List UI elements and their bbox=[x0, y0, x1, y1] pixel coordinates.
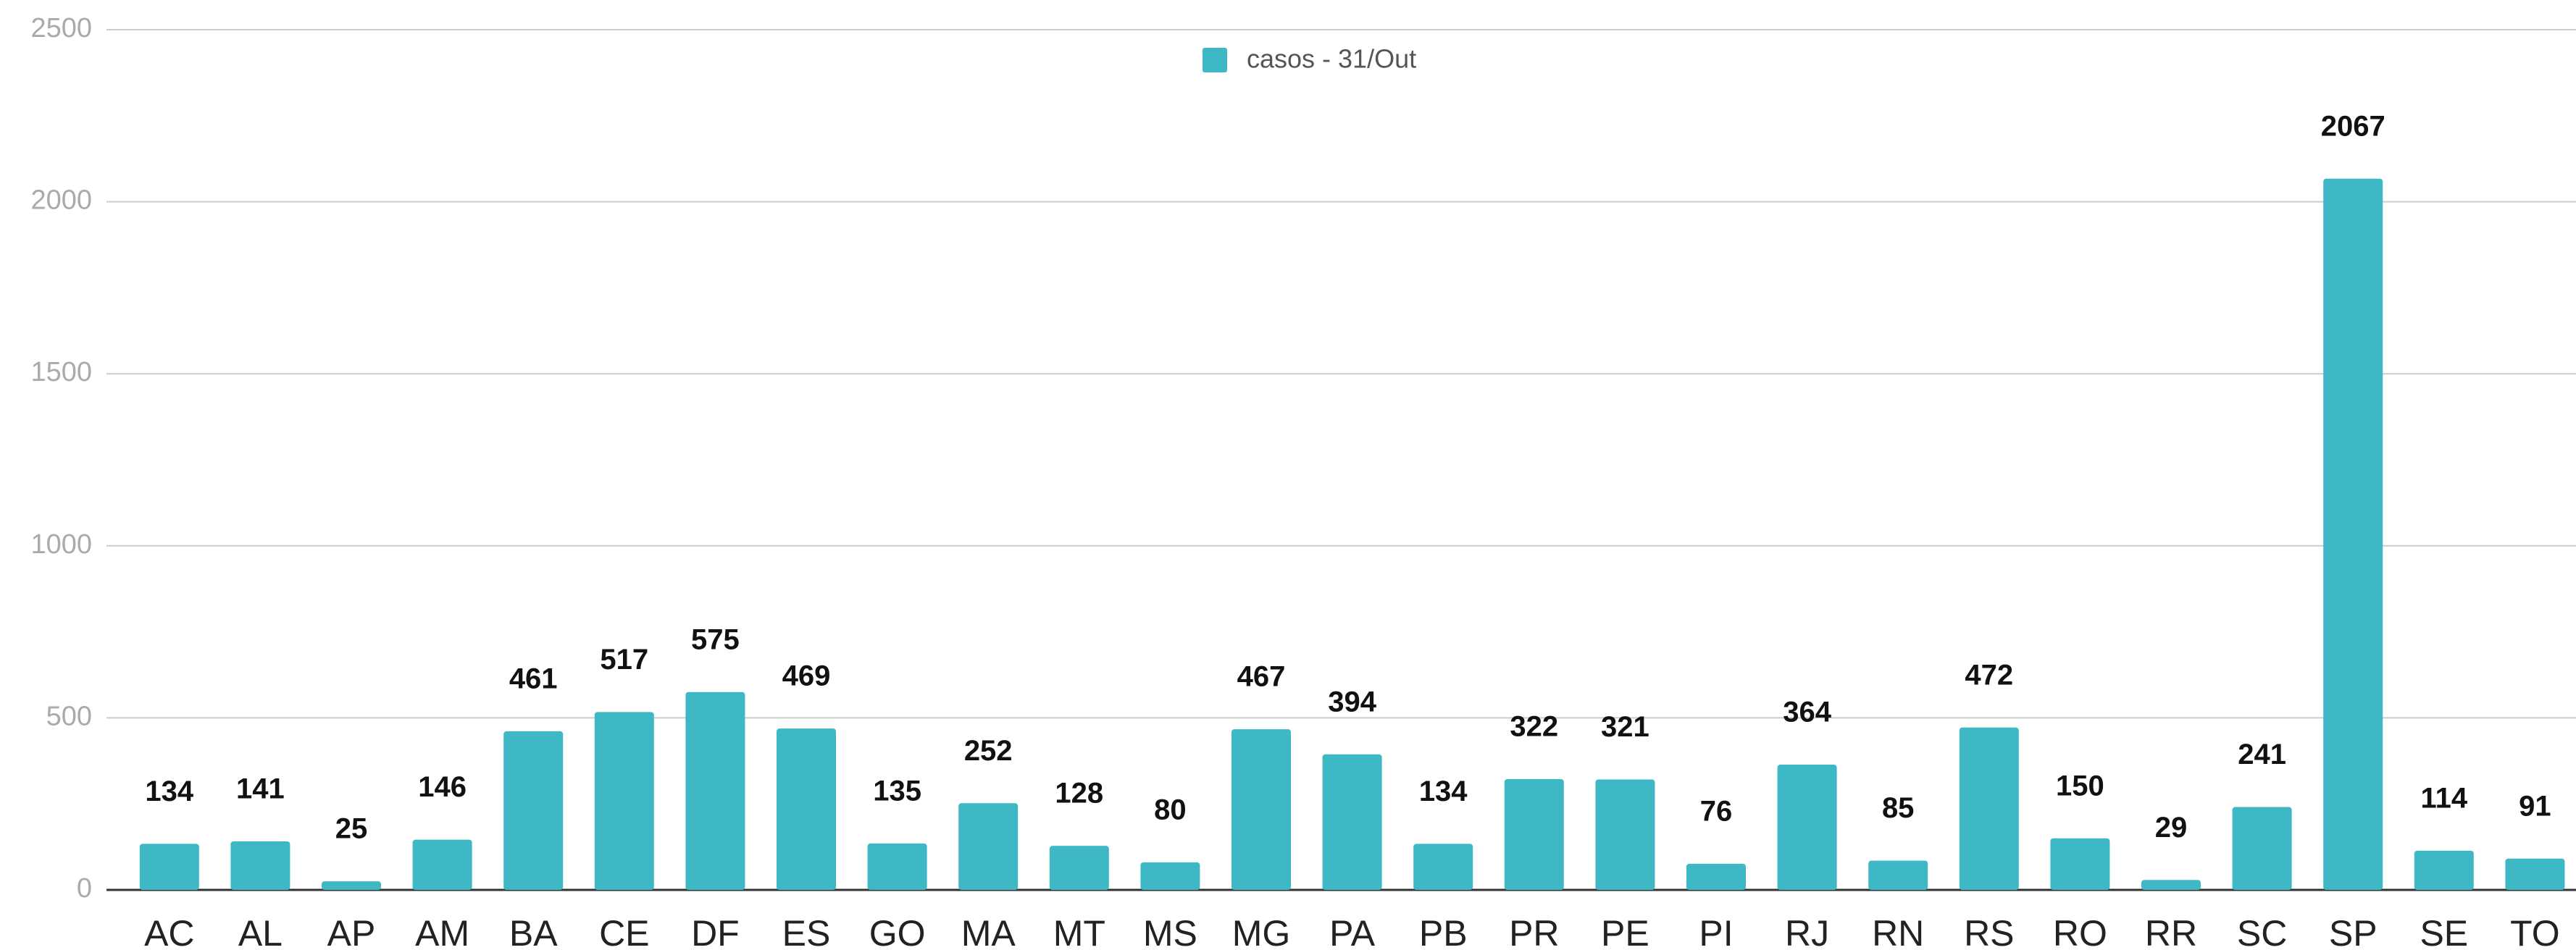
value-label: 575 bbox=[691, 623, 740, 655]
bar bbox=[1231, 729, 1291, 890]
bar bbox=[1322, 754, 1382, 890]
x-tick-label: RO bbox=[2053, 913, 2107, 950]
bar bbox=[685, 692, 745, 890]
value-label: 241 bbox=[2238, 739, 2286, 770]
x-tick-label: ES bbox=[782, 913, 831, 950]
value-label: 91 bbox=[2519, 790, 2551, 822]
value-label: 2067 bbox=[2321, 110, 2385, 142]
value-label: 114 bbox=[2421, 782, 2468, 814]
bar bbox=[1868, 860, 1928, 890]
bar bbox=[1686, 863, 1746, 890]
value-label: 76 bbox=[1700, 795, 1733, 827]
x-tick-label: AM bbox=[415, 913, 469, 950]
value-label: 25 bbox=[335, 813, 368, 845]
bar bbox=[1777, 765, 1837, 890]
value-label: 472 bbox=[1965, 659, 2013, 691]
value-label: 467 bbox=[1237, 661, 1286, 693]
value-label: 134 bbox=[145, 775, 193, 807]
y-tick-label: 0 bbox=[77, 873, 92, 904]
x-tick-label: PI bbox=[1699, 913, 1733, 950]
x-tick-label: MG bbox=[1232, 913, 1291, 950]
value-label: 517 bbox=[600, 644, 648, 676]
bar bbox=[2414, 850, 2474, 890]
x-tick-label: AC bbox=[144, 913, 194, 950]
bar bbox=[1049, 846, 1109, 890]
value-label: 128 bbox=[1055, 778, 1103, 810]
value-label: 321 bbox=[1601, 711, 1649, 743]
y-tick-label: 1000 bbox=[30, 529, 92, 560]
bar bbox=[867, 843, 927, 890]
x-tick-label: PA bbox=[1329, 913, 1376, 950]
x-tick-label: PR bbox=[1509, 913, 1559, 950]
x-tick-label: BA bbox=[509, 913, 558, 950]
bar bbox=[1413, 844, 1473, 890]
x-tick-label: PE bbox=[1601, 913, 1649, 950]
x-tick-label: RS bbox=[1964, 913, 2014, 950]
bar bbox=[2323, 178, 2383, 890]
bar bbox=[412, 839, 472, 890]
value-label: 150 bbox=[2056, 770, 2104, 802]
value-label: 364 bbox=[1783, 697, 1831, 728]
x-tick-label: RN bbox=[1872, 913, 1924, 950]
x-tick-label: AL bbox=[238, 913, 283, 950]
y-tick-label: 1500 bbox=[30, 357, 92, 387]
bar bbox=[1140, 862, 1200, 890]
bar bbox=[1595, 779, 1655, 890]
bar bbox=[1504, 778, 1564, 890]
x-tick-label: RR bbox=[2145, 913, 2197, 950]
value-label: 252 bbox=[964, 735, 1013, 767]
bar bbox=[2505, 858, 2565, 890]
y-tick-label: 2000 bbox=[30, 185, 92, 216]
bar bbox=[322, 881, 381, 890]
x-tick-label: SC bbox=[2237, 913, 2287, 950]
x-tick-label: RJ bbox=[1785, 913, 1829, 950]
x-tick-label: MT bbox=[1053, 913, 1105, 950]
bar bbox=[139, 844, 199, 890]
value-label: 322 bbox=[1510, 711, 1558, 743]
bar bbox=[2232, 807, 2292, 890]
x-tick-label: MA bbox=[961, 913, 1016, 950]
value-label: 29 bbox=[2155, 812, 2188, 844]
x-tick-label: MS bbox=[1143, 913, 1197, 950]
bar bbox=[230, 841, 290, 890]
value-label: 146 bbox=[418, 771, 467, 803]
bar bbox=[2050, 838, 2110, 890]
value-label: 461 bbox=[509, 663, 558, 694]
bar bbox=[1959, 727, 2019, 890]
x-tick-label: SP bbox=[2329, 913, 2378, 950]
bar bbox=[594, 712, 654, 890]
bar bbox=[958, 803, 1019, 890]
value-label: 469 bbox=[782, 660, 831, 692]
bar bbox=[2141, 880, 2201, 890]
x-tick-label: TO bbox=[2510, 913, 2560, 950]
y-tick-label: 2500 bbox=[30, 13, 92, 43]
legend-swatch bbox=[1203, 48, 1227, 72]
value-label: 135 bbox=[873, 775, 921, 807]
bar bbox=[503, 731, 564, 890]
value-label: 394 bbox=[1328, 686, 1376, 718]
x-tick-label: GO bbox=[869, 913, 926, 950]
x-tick-label: DF bbox=[691, 913, 740, 950]
x-tick-label: CE bbox=[599, 913, 649, 950]
value-label: 80 bbox=[1154, 794, 1187, 826]
value-label: 134 bbox=[1419, 775, 1468, 807]
y-tick-label: 500 bbox=[46, 701, 92, 731]
x-tick-label: PB bbox=[1419, 913, 1468, 950]
x-tick-label: AP bbox=[327, 913, 376, 950]
value-label: 85 bbox=[1882, 792, 1915, 824]
x-tick-label: SE bbox=[2420, 913, 2468, 950]
legend-label: casos - 31/Out bbox=[1247, 44, 1416, 74]
value-label: 141 bbox=[236, 773, 285, 805]
bar bbox=[777, 728, 836, 890]
